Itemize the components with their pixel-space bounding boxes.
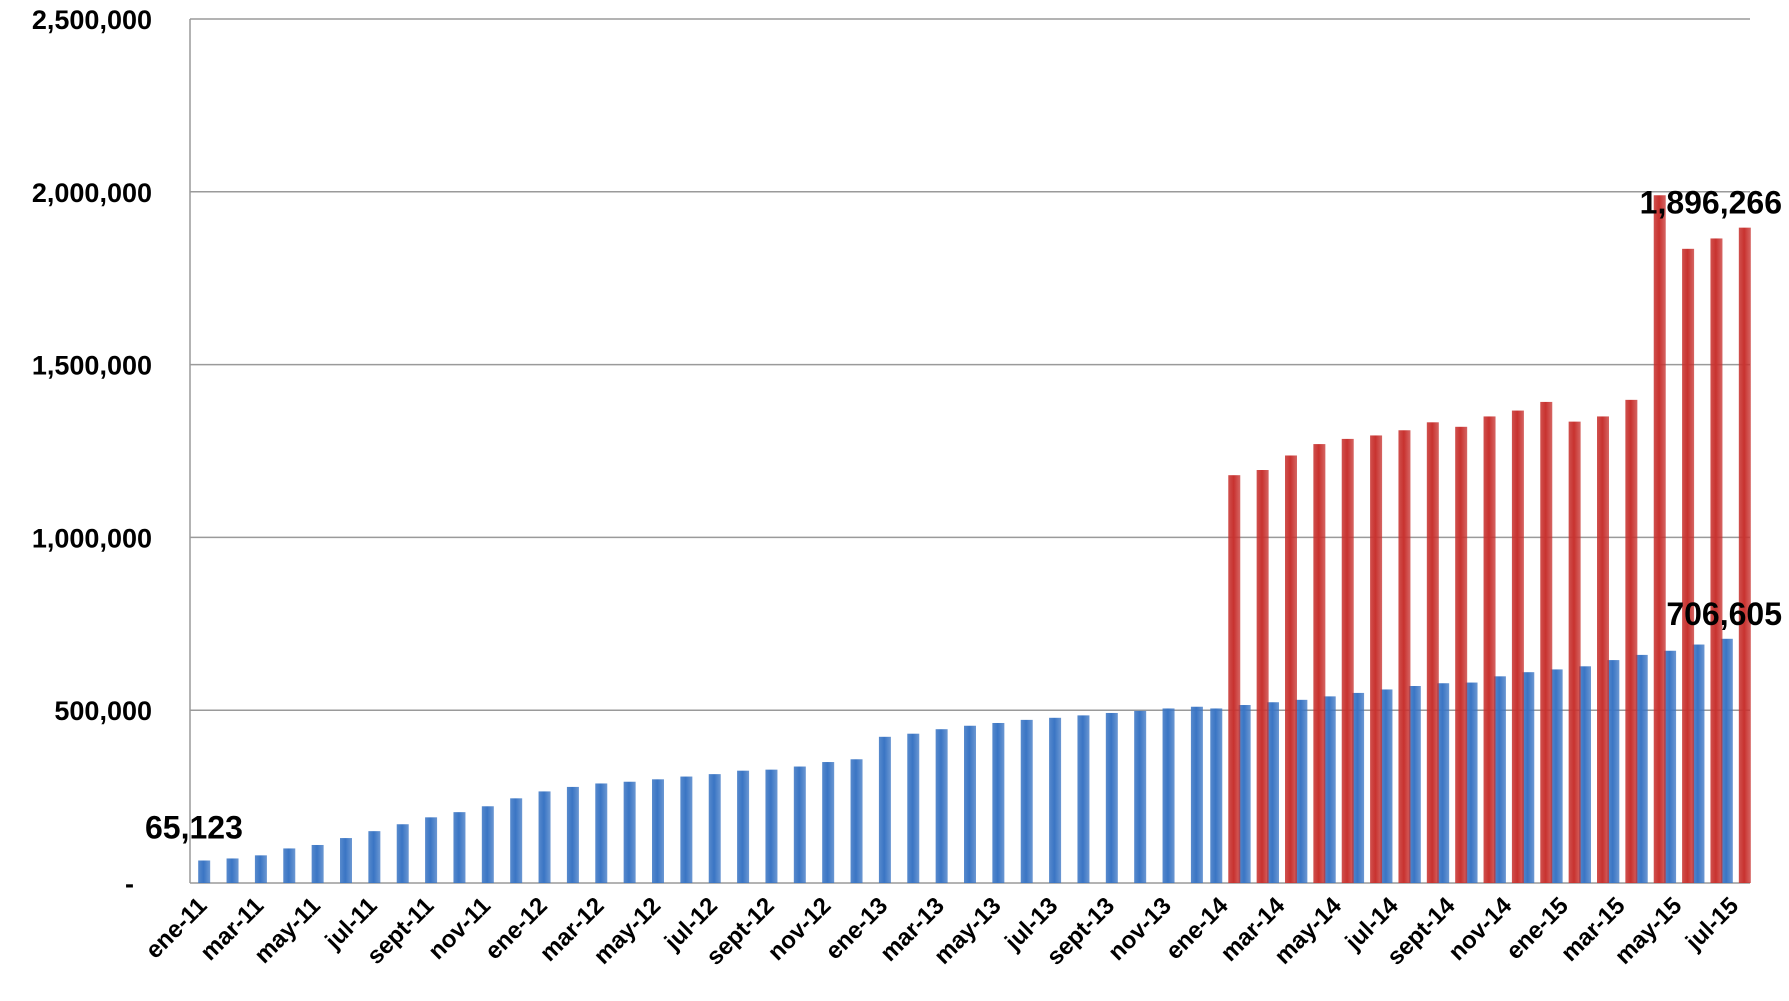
bar-series-0 xyxy=(623,781,636,883)
y-tick-label: 1,000,000 xyxy=(32,523,152,553)
data-label: 65,123 xyxy=(145,809,243,845)
y-tick-label: 2,000,000 xyxy=(32,178,152,208)
bar-series-0 xyxy=(964,725,976,883)
bar-series-1 xyxy=(1398,430,1411,883)
bar-series-0 xyxy=(453,812,466,883)
bar-series-0 xyxy=(1210,708,1223,883)
bar-series-1 xyxy=(1710,238,1723,883)
bar-series-1 xyxy=(1285,455,1297,883)
bar-series-1 xyxy=(1228,475,1241,883)
bar-series-1 xyxy=(1313,444,1326,883)
bar-series-0 xyxy=(1607,660,1620,883)
x-tick-label: jul-15 xyxy=(1680,892,1744,956)
bar-series-0 xyxy=(1579,666,1591,883)
bar-series-0 xyxy=(737,770,750,883)
bar-series-1 xyxy=(1341,438,1354,883)
bar-series-0 xyxy=(538,791,551,883)
bar-series-0 xyxy=(1077,715,1090,883)
bar-series-1 xyxy=(1511,410,1524,883)
bar-series-0 xyxy=(1635,654,1648,883)
bar-series-0 xyxy=(1190,706,1203,883)
bar-series-1 xyxy=(1426,422,1439,883)
bar-series-1 xyxy=(1597,416,1609,883)
bar-series-0 xyxy=(1692,644,1705,883)
bar-series-0 xyxy=(368,831,381,883)
bar-series-1 xyxy=(1256,470,1269,883)
data-labels: 65,123 706,605 1,896,266 xyxy=(145,185,1782,846)
bar-series-0 xyxy=(566,786,579,883)
bar-series-0 xyxy=(198,860,211,883)
bar-series-0 xyxy=(708,774,721,883)
y-tick-label: - xyxy=(125,869,134,899)
bar-series-0 xyxy=(1664,650,1677,883)
bar-series-0 xyxy=(1295,699,1308,883)
x-axis-ticks: ene-11mar-11may-11jul-11sept-11nov-11ene… xyxy=(140,892,1744,971)
bar-series-0 xyxy=(935,729,948,883)
bar-series-0 xyxy=(765,769,778,883)
bar-series-0 xyxy=(1437,683,1450,883)
data-label: 706,605 xyxy=(1666,596,1782,632)
bar-series-0 xyxy=(878,736,891,883)
bar-series-0 xyxy=(1162,708,1175,883)
bar-series-0 xyxy=(311,844,324,883)
bar-series-0 xyxy=(1323,696,1336,883)
bar-series-0 xyxy=(850,759,863,883)
bar-series-0 xyxy=(1267,702,1279,883)
bar-series-0 xyxy=(396,824,409,883)
bar-series-0 xyxy=(652,779,664,883)
bar-series-1 xyxy=(1682,248,1695,884)
bar-series-0 xyxy=(1522,672,1535,883)
bar-series-0 xyxy=(283,848,296,883)
bar-series-0 xyxy=(793,766,806,883)
x-tick-label: nov-13 xyxy=(1103,892,1177,966)
bar-series-0 xyxy=(481,806,494,883)
bar-series-0 xyxy=(1465,682,1478,883)
bar-series-0 xyxy=(1020,719,1033,883)
bar-series-0 xyxy=(992,722,1005,883)
bar-series-1 xyxy=(1455,426,1468,883)
bar-series-0 xyxy=(1049,717,1062,883)
bar-series-0 xyxy=(907,733,920,883)
bar-series-1 xyxy=(1738,227,1751,884)
bar-series-1 xyxy=(1625,399,1638,883)
x-tick-label: nov-12 xyxy=(763,892,837,966)
bar-series-0 xyxy=(1105,712,1118,883)
bar-series-0 xyxy=(340,838,352,883)
x-tick-label: nov-14 xyxy=(1443,892,1517,966)
data-label: 1,896,266 xyxy=(1640,185,1782,221)
bar-series-1 xyxy=(1568,421,1581,883)
bar-series-1 xyxy=(1540,401,1553,883)
bar-series-0 xyxy=(1352,692,1365,883)
bar-series-0 xyxy=(1550,669,1563,883)
bar-series-0 xyxy=(1493,676,1506,883)
bar-series-0 xyxy=(1238,705,1251,883)
bar-series-1 xyxy=(1653,195,1666,884)
y-tick-label: 2,500,000 xyxy=(32,5,152,35)
bar-series-0 xyxy=(425,817,438,883)
bar-series-0 xyxy=(822,762,835,883)
bar-series-0 xyxy=(510,798,523,883)
x-tick-label: nov-11 xyxy=(423,892,496,965)
bar-series-0 xyxy=(1720,638,1733,883)
bar-series-0 xyxy=(1380,689,1393,883)
bar-series-0 xyxy=(226,858,239,883)
bars xyxy=(198,195,1751,884)
bar-series-0 xyxy=(595,783,608,883)
bar-series-0 xyxy=(1134,710,1147,883)
bar-series-0 xyxy=(680,776,693,883)
y-tick-label: 500,000 xyxy=(54,696,152,726)
bar-series-1 xyxy=(1483,416,1496,883)
bar-series-0 xyxy=(1408,686,1421,883)
y-axis-ticks: - 500,000 1,000,000 1,500,000 2,000,000 2,500… xyxy=(32,5,152,899)
bar-series-1 xyxy=(1370,435,1383,883)
bar-series-0 xyxy=(254,855,267,883)
y-tick-label: 1,500,000 xyxy=(32,351,152,381)
